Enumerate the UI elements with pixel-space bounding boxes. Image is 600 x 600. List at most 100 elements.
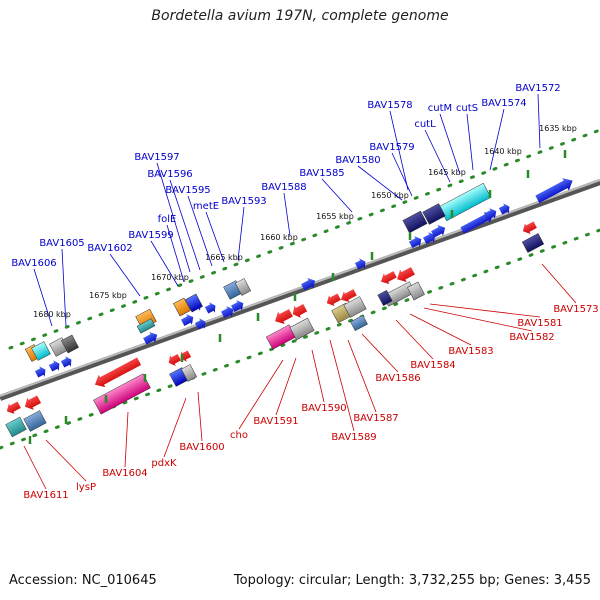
gene-feature (180, 364, 198, 382)
diagram-title: Bordetella avium 197N, complete genome (151, 8, 449, 24)
gene-feature (522, 221, 537, 234)
gene-feature (301, 278, 316, 291)
kbp-ticks: 1635 kbp 1640 kbp 1645 kbp 1650 kbp 1655 kbp… (28, 124, 577, 444)
gene-feature (438, 182, 492, 222)
kbp-tick-label: 1645 kbp (428, 168, 466, 177)
gene-leader-line (45, 439, 87, 482)
gene-feature (498, 203, 510, 215)
reverse-gene-label: BAV1604 (102, 468, 147, 479)
gene-leader-line (423, 307, 533, 332)
kbp-tick-label: 1670 kbp (151, 273, 189, 282)
gene-leader-line (424, 129, 451, 183)
reverse-gene-label: BAV1590 (301, 403, 346, 414)
forward-gene-label: BAV1606 (11, 258, 56, 269)
gene-feature (93, 373, 151, 415)
reverse-gene-label: BAV1586 (375, 373, 420, 384)
reverse-gene-label: pdxK (151, 458, 177, 469)
forward-gene-label: BAV1602 (87, 243, 132, 254)
gene-leader-line (541, 263, 577, 304)
gene-leader-line (205, 211, 225, 263)
gene-leader-line (409, 313, 472, 346)
reverse-gene-label: BAV1582 (509, 332, 554, 343)
gene-leader-line (124, 411, 129, 468)
gene-leader-line (489, 108, 505, 171)
reverse-gene-label: cho (230, 430, 248, 441)
gene-features (5, 178, 573, 438)
reverse-gene-label: BAV1591 (253, 416, 298, 427)
gene-feature (173, 297, 191, 317)
gene-leader-line (439, 113, 461, 175)
track-dots (0, 128, 600, 450)
forward-gene-label: cutL (414, 119, 436, 130)
kbp-tick-label: 1635 kbp (539, 124, 577, 133)
genome-axis (0, 179, 600, 401)
gene-feature (275, 309, 293, 325)
gene-leader-line (238, 359, 284, 430)
gene-feature (181, 314, 194, 326)
reverse-gene-label: BAV1584 (410, 360, 455, 371)
gene-leader-line (156, 162, 191, 273)
gene-feature (6, 401, 21, 414)
gene-feature (422, 203, 446, 225)
gene-leader-line (169, 179, 201, 271)
gene-feature (204, 302, 216, 314)
gene-feature (289, 317, 315, 341)
reverse-gene-label: BAV1611 (23, 490, 68, 501)
forward-gene-label: metE (193, 201, 219, 212)
kbp-tick-label: 1680 kbp (33, 310, 71, 319)
gene-leader-line (197, 391, 203, 442)
gene-feature (23, 410, 47, 432)
reverse-gene-label: BAV1589 (331, 432, 376, 443)
gene-leader-line (150, 240, 179, 287)
gene-leader-line (275, 357, 297, 416)
gene-leader-line (347, 339, 377, 413)
gene-feature (48, 360, 60, 372)
gene-feature (326, 293, 341, 306)
kbp-tick-label: 1675 kbp (89, 291, 127, 300)
gene-feature (143, 332, 158, 345)
forward-gene-label: BAV1579 (369, 142, 414, 153)
gene-feature (136, 318, 156, 334)
kbp-tick-label: 1650 kbp (371, 191, 409, 200)
gene-feature (231, 300, 244, 312)
gene-feature (521, 233, 545, 253)
gene-leader-line (23, 445, 47, 490)
gene-leader-line (321, 178, 353, 213)
gene-feature (34, 366, 46, 378)
gene-leader-line (466, 113, 474, 171)
gene-leader-line (311, 349, 325, 403)
forward-gene-label: cutM (428, 103, 452, 114)
gene-feature (194, 318, 206, 330)
gene-leader-line (329, 339, 355, 432)
forward-gene-label: BAV1596 (147, 169, 192, 180)
gene-leader-line (389, 110, 409, 191)
forward-gene-label: BAV1580 (335, 155, 380, 166)
gene-feature (221, 306, 234, 318)
gene-leader-line (237, 206, 245, 261)
gene-feature (377, 290, 393, 306)
forward-gene-label: BAV1597 (134, 152, 179, 163)
forward-gene-label: BAV1599 (128, 230, 173, 241)
forward-gene-label: folE (158, 214, 177, 225)
gene-feature (350, 314, 368, 332)
gene-leader-line (109, 253, 141, 297)
gene-feature (397, 267, 415, 283)
gene-feature (423, 232, 436, 244)
forward-gene-label: BAV1585 (299, 168, 344, 179)
gene-feature (354, 258, 366, 270)
forward-gene-label: BAV1605 (39, 238, 84, 249)
gene-feature (535, 178, 573, 204)
gene-feature (5, 416, 27, 438)
forward-gene-label: BAV1574 (481, 98, 526, 109)
gene-leader-line (391, 152, 413, 197)
gene-leader-line (166, 224, 185, 283)
gene-feature (180, 350, 192, 362)
reverse-gene-label: BAV1583 (448, 346, 493, 357)
kbp-tick-label: 1660 kbp (260, 233, 298, 242)
gene-leader-line (283, 192, 291, 237)
reverse-gene-label: BAV1581 (517, 318, 562, 329)
gene-feature (31, 341, 51, 361)
gene-feature (60, 356, 72, 368)
